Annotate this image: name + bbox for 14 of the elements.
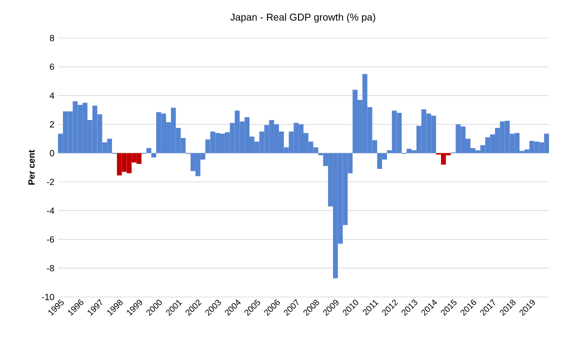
y-tick-label: -6: [46, 236, 54, 243]
y-tick-label: -8: [46, 265, 54, 272]
bar: [146, 148, 152, 154]
y-tick-label: 2: [50, 121, 54, 128]
y-tick-label: -10: [42, 294, 54, 300]
y-tick-label: 4: [50, 92, 54, 99]
chart-title: Japan - Real GDP growth (% pa): [230, 13, 376, 23]
y-tick-label: -2: [46, 178, 54, 186]
y-tick-label: 8: [50, 34, 54, 42]
y-tick-label: -4: [46, 208, 54, 214]
y-tick-label: 6: [50, 64, 54, 70]
y-tick-label: 0: [50, 150, 54, 156]
y-axis-title: Per cent: [28, 150, 35, 185]
bar: [151, 153, 156, 158]
